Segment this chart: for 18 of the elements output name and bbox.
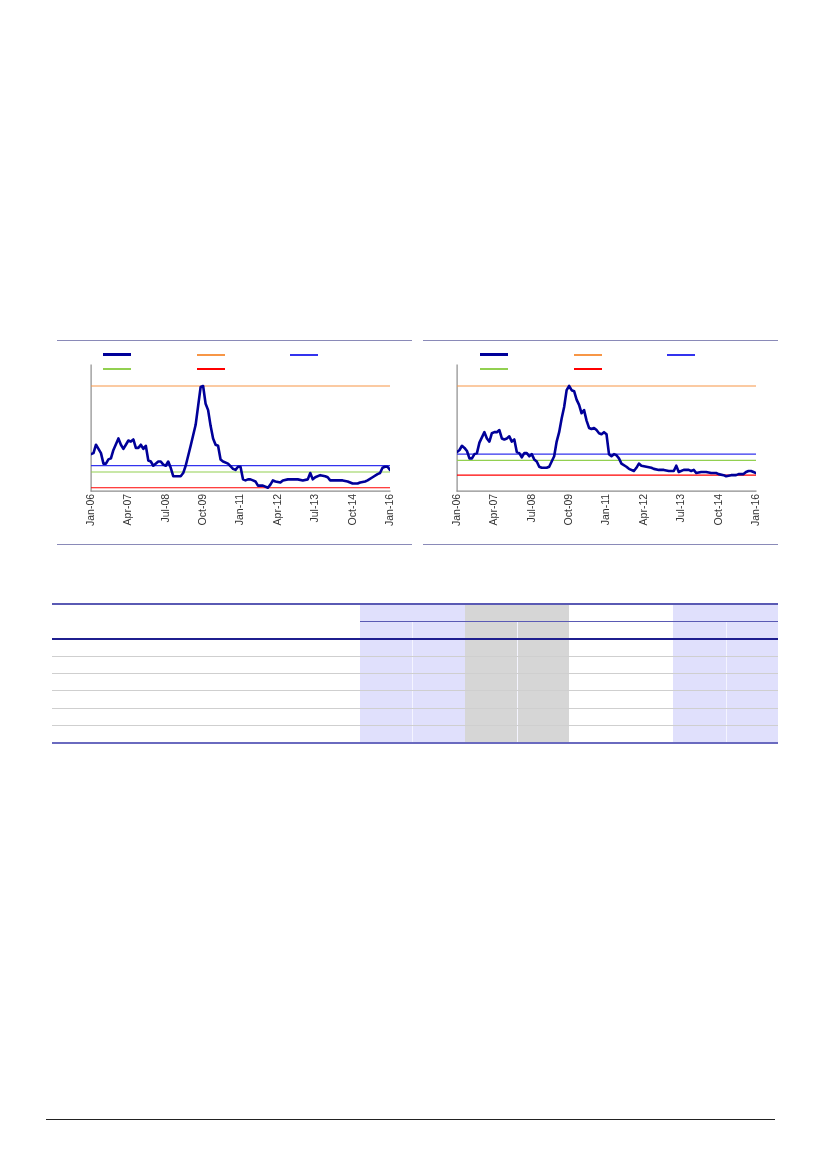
x-tick-label: Jul-08 bbox=[524, 493, 537, 523]
x-tick-label: Jul-08 bbox=[158, 493, 171, 523]
x-tick-label: Oct-09 bbox=[196, 493, 209, 526]
x-tick-label: Jan-11 bbox=[233, 493, 246, 526]
x-tick-label: Oct-14 bbox=[345, 493, 358, 526]
x-tick-label: Oct-09 bbox=[562, 493, 575, 526]
x-tick-label: Jul-13 bbox=[674, 493, 687, 523]
x-tick-label: Jul-13 bbox=[308, 493, 321, 523]
x-tick-label: Apr-07 bbox=[487, 493, 500, 526]
x-tick-label: Jan-16 bbox=[748, 493, 761, 526]
x-tick-label: Jan-06 bbox=[449, 493, 462, 526]
x-tick-label: Oct-14 bbox=[711, 493, 724, 526]
x-tick-label: Apr-12 bbox=[636, 493, 649, 526]
x-tick-label: Jan-06 bbox=[83, 493, 96, 526]
x-tick-label: Apr-12 bbox=[270, 493, 283, 526]
x-tick-label: Jan-16 bbox=[382, 493, 395, 526]
x-tick-label: Jan-11 bbox=[599, 493, 612, 526]
x-tick-label: Apr-07 bbox=[121, 493, 134, 526]
